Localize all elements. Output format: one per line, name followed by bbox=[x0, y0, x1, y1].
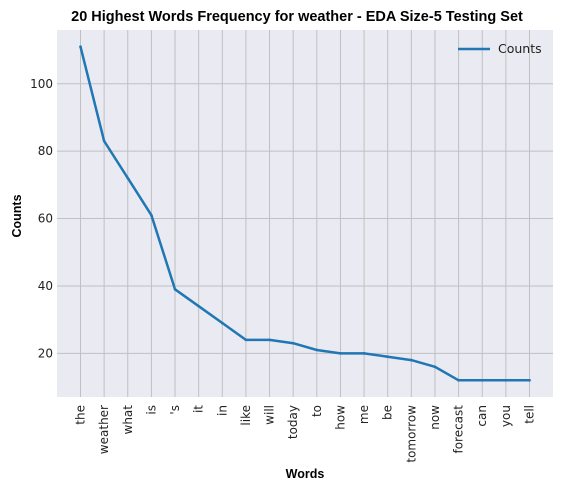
vertical-gridlines bbox=[80, 30, 530, 397]
x-tick-label: now bbox=[428, 405, 442, 430]
x-tick-label: weather bbox=[97, 405, 111, 454]
x-tick-label: tomorrow bbox=[404, 405, 418, 463]
legend-label-counts: Counts bbox=[498, 41, 542, 56]
x-tick-label: tell bbox=[523, 405, 537, 424]
x-tick-label: it bbox=[192, 405, 206, 413]
x-tick-label: me bbox=[357, 405, 371, 424]
data-point bbox=[197, 304, 200, 308]
data-point bbox=[291, 341, 295, 345]
data-point bbox=[504, 379, 508, 382]
data-point bbox=[433, 365, 437, 369]
x-tick-label: can bbox=[475, 405, 489, 427]
y-tick-label: 100 bbox=[30, 77, 53, 91]
y-axis-label: Counts bbox=[10, 194, 24, 237]
series-layer bbox=[79, 45, 531, 382]
y-tick-label: 60 bbox=[38, 212, 53, 226]
x-tick-label: in bbox=[215, 405, 229, 416]
chart-title: 20 Highest Words Frequency for weather -… bbox=[71, 9, 523, 25]
data-point bbox=[79, 45, 82, 48]
data-point bbox=[480, 379, 484, 382]
data-point bbox=[457, 379, 460, 382]
y-tick-label: 80 bbox=[38, 144, 53, 158]
horizontal-gridlines bbox=[57, 83, 553, 354]
x-tick-label: will bbox=[263, 405, 277, 425]
data-point bbox=[268, 338, 271, 342]
x-tick-label: you bbox=[499, 405, 513, 427]
x-tick-label: is bbox=[144, 405, 158, 415]
data-point bbox=[126, 176, 130, 180]
x-tick-label: the bbox=[74, 405, 88, 425]
x-tick-label: to bbox=[310, 405, 324, 417]
x-tick-label: how bbox=[333, 405, 347, 430]
y-tick-label: 40 bbox=[38, 279, 53, 293]
data-point bbox=[410, 358, 413, 362]
x-tick-label: today bbox=[286, 405, 300, 439]
x-tick-label: what bbox=[121, 405, 135, 435]
data-point bbox=[386, 355, 390, 359]
data-point bbox=[150, 213, 153, 217]
y-tick-labels: 20 40 60 80 100 bbox=[30, 77, 53, 361]
x-tick-label: 's bbox=[168, 405, 182, 415]
x-tick-label: forecast bbox=[452, 405, 466, 454]
x-tick-labels: the weather what is 's it in like will today to how… bbox=[74, 405, 537, 463]
data-point bbox=[528, 379, 531, 382]
data-point bbox=[362, 352, 366, 355]
y-tick-label: 20 bbox=[38, 346, 53, 360]
plot-area bbox=[57, 30, 553, 397]
data-point bbox=[339, 352, 342, 355]
x-tick-label: be bbox=[381, 405, 395, 420]
x-tick-label: like bbox=[239, 405, 253, 426]
series-line-counts bbox=[79, 45, 531, 382]
legend: Counts bbox=[458, 41, 542, 56]
x-axis-label: Words bbox=[286, 467, 325, 481]
data-point bbox=[102, 139, 106, 143]
data-point bbox=[173, 288, 177, 291]
data-point bbox=[315, 348, 319, 352]
data-point bbox=[244, 338, 248, 342]
data-point bbox=[220, 321, 224, 325]
